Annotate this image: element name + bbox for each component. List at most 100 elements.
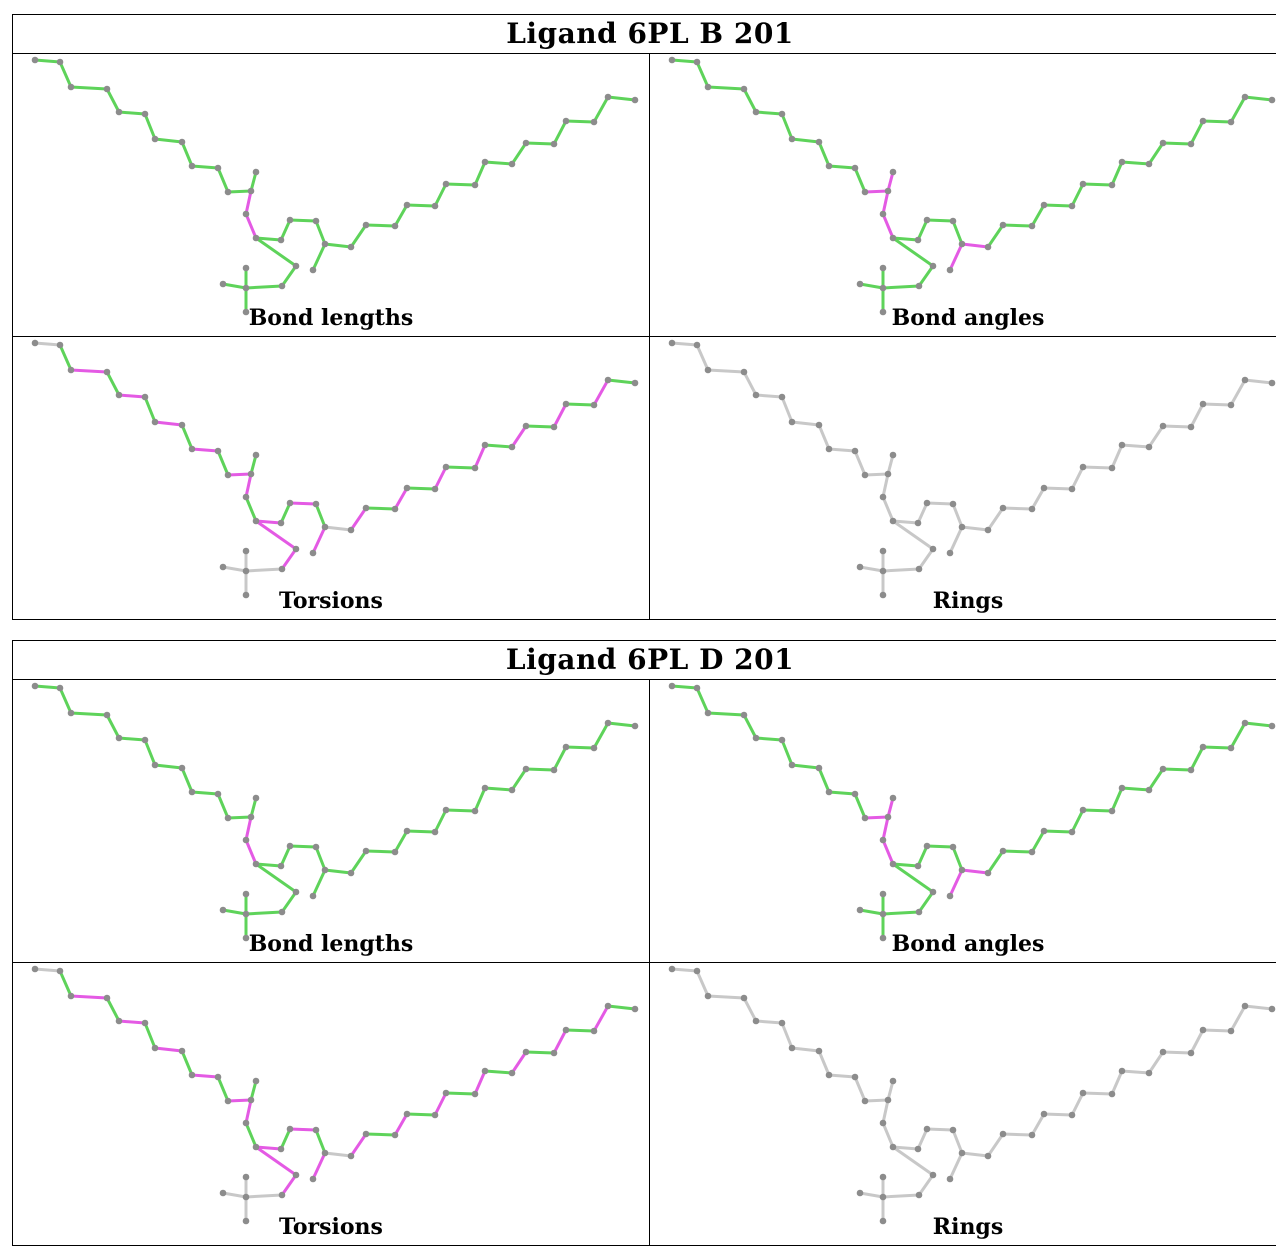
atom-dot	[1069, 486, 1076, 493]
atom-dot	[985, 1153, 992, 1160]
bond-line	[228, 1100, 251, 1101]
bond-line	[182, 1051, 192, 1075]
bond-line	[1231, 97, 1245, 122]
atom-dot	[880, 211, 887, 218]
bond-line	[145, 740, 155, 765]
bond-line	[282, 549, 296, 569]
bond-line	[608, 380, 635, 383]
atom-dot	[857, 281, 864, 288]
bond-line	[608, 723, 635, 726]
atom-dot	[152, 762, 159, 769]
atom-dot	[472, 465, 479, 472]
atom-dot	[279, 566, 286, 573]
atom-dot	[950, 1127, 957, 1134]
bond-line	[672, 60, 697, 62]
bond-angles-cell: Bond angles	[649, 54, 1276, 336]
bond-line	[512, 426, 526, 447]
bond-line	[485, 1071, 512, 1073]
atom-dot	[116, 392, 123, 399]
atom-dot	[57, 968, 64, 975]
atom-dot	[179, 1048, 186, 1055]
bond-line	[1003, 508, 1032, 509]
bond-line	[192, 449, 218, 451]
atom-dot	[890, 1144, 897, 1151]
atom-dot	[278, 863, 285, 870]
bond-line	[744, 372, 756, 395]
atom-dot	[404, 485, 411, 492]
atom-dot	[959, 241, 966, 248]
atom-dot	[189, 1072, 196, 1079]
atom-dot	[279, 283, 286, 290]
atom-dot	[985, 244, 992, 251]
atom-dot	[669, 966, 676, 973]
atom-dot	[880, 265, 887, 272]
atom-dot	[852, 165, 859, 172]
atom-dot	[243, 494, 250, 501]
atom-dot	[826, 163, 833, 170]
atom-dot	[152, 1045, 159, 1052]
atom-dot	[142, 1020, 149, 1027]
bond-line	[1163, 426, 1191, 427]
bond-line	[744, 998, 756, 1021]
bond-line	[313, 1153, 325, 1179]
bond-line	[988, 851, 1003, 873]
bond-line	[246, 214, 256, 238]
atom-dot	[880, 1174, 887, 1181]
bond-line	[1044, 1114, 1072, 1115]
bond-line	[366, 851, 395, 852]
bond-line	[1163, 769, 1191, 770]
atom-dot	[916, 1192, 923, 1199]
rings-cell: Rings	[649, 963, 1276, 1245]
atom-dot	[789, 762, 796, 769]
bond-line	[1191, 1030, 1203, 1053]
bond-line	[566, 404, 594, 405]
atom-dot	[509, 787, 516, 794]
atom-dot	[915, 520, 922, 527]
bond-line	[256, 1147, 296, 1175]
atom-dot	[322, 524, 329, 531]
bond-line	[246, 1123, 256, 1147]
atom-dot	[1269, 380, 1276, 387]
atom-dot	[363, 222, 370, 229]
bond-line	[782, 740, 792, 765]
atom-dot	[1228, 402, 1235, 409]
bond-line	[182, 142, 192, 166]
bond-line	[1245, 1006, 1272, 1009]
bond-line	[290, 503, 316, 504]
atom-dot	[248, 188, 255, 195]
atom-dot	[32, 340, 39, 347]
bond-line	[855, 1077, 865, 1101]
bond-line	[1203, 121, 1231, 122]
bond-line	[855, 168, 865, 192]
atom-dot	[287, 500, 294, 507]
bond-line	[855, 451, 865, 475]
atom-dot	[1080, 807, 1087, 814]
atom-dot	[243, 265, 250, 272]
atom-dot	[924, 217, 931, 224]
bond-line	[366, 225, 395, 226]
bond-line	[35, 343, 60, 345]
atom-dot	[248, 814, 255, 821]
atom-dot	[1160, 423, 1167, 430]
bond-line	[554, 1030, 566, 1053]
bond-line	[883, 840, 893, 864]
atom-dot	[313, 218, 320, 225]
atom-dot	[523, 423, 530, 430]
bond-line	[708, 370, 744, 372]
atom-dot	[348, 1153, 355, 1160]
atom-dot	[279, 1192, 286, 1199]
atom-dot	[816, 765, 823, 772]
atom-dot	[591, 1028, 598, 1035]
bond-line	[256, 521, 296, 549]
atom-dot	[1069, 1112, 1076, 1119]
bond-line	[446, 810, 475, 811]
bond-line	[35, 969, 60, 971]
bond-line	[228, 191, 251, 192]
atom-dot	[523, 766, 530, 773]
atom-dot	[523, 140, 530, 147]
bond-line	[672, 343, 697, 345]
atom-dot	[694, 59, 701, 66]
atom-dot	[930, 1172, 937, 1179]
bond-line	[554, 747, 566, 770]
bond-line	[119, 395, 145, 397]
